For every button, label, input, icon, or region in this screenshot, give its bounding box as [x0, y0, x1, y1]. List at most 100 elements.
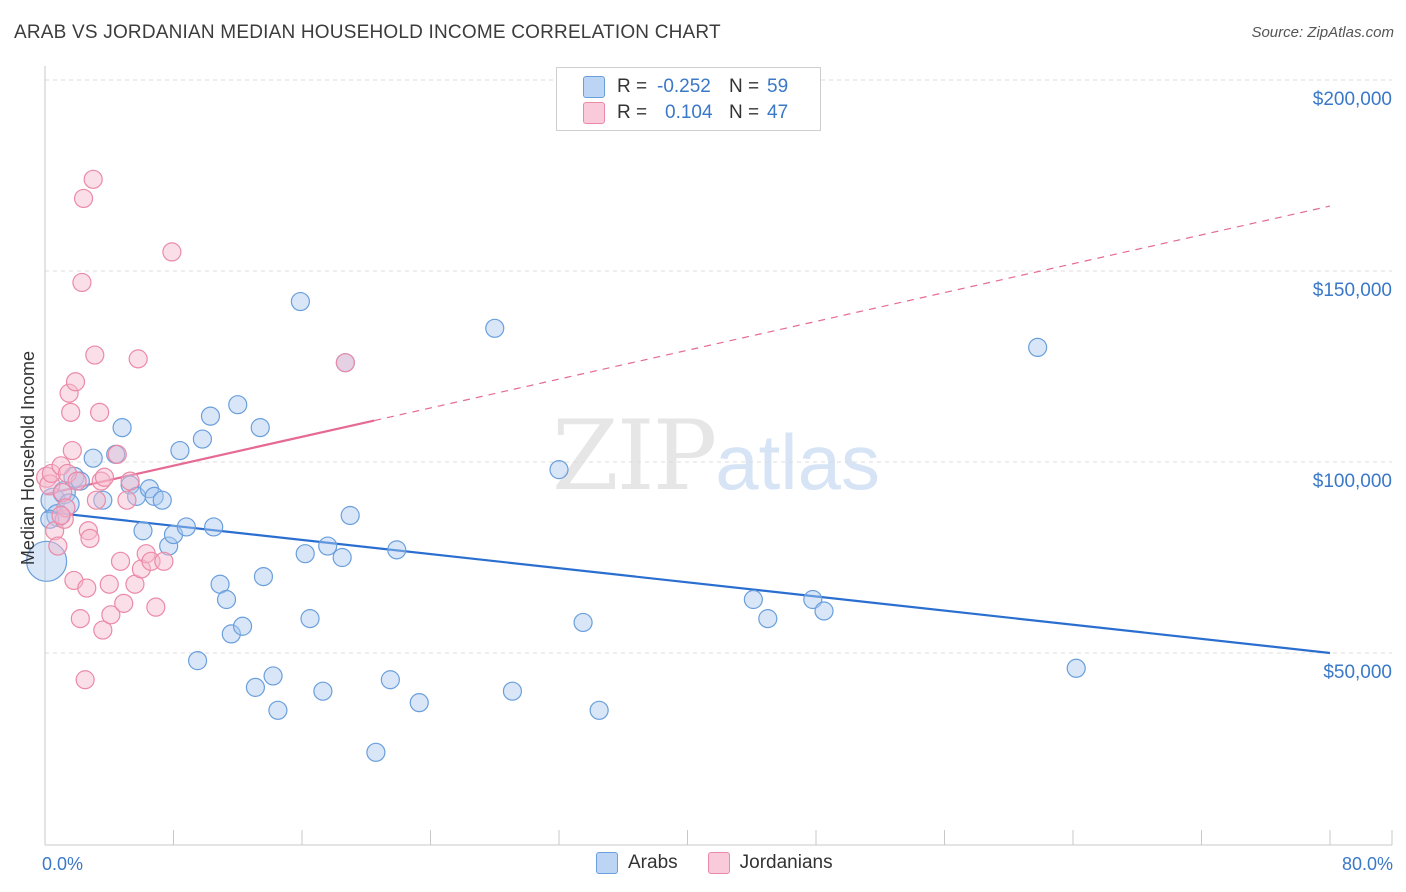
axis-labels: $50,000 $100,000 $150,000 $200,000 0.0% 80.0%…: [18, 89, 1393, 874]
jordanian-point: [86, 490, 107, 510]
arab-point: [232, 616, 253, 636]
arab-point: [221, 624, 241, 644]
jordanian-point: [80, 528, 100, 549]
jordanian-point: [131, 559, 151, 579]
arab-point: [192, 429, 213, 449]
legend-r-value: -0.252: [657, 76, 711, 97]
arab-point: [83, 448, 103, 468]
legend-r-label: R =: [617, 76, 648, 97]
arab-point: [300, 609, 320, 629]
jordanians-swatch: [583, 102, 605, 124]
arab-point: [253, 566, 274, 587]
jordanian-point: [72, 272, 92, 293]
legend-r-label: R =: [617, 102, 648, 123]
y-tick-label: $50,000: [1323, 662, 1392, 683]
jordanian-point: [53, 482, 73, 503]
jordanian-point: [77, 578, 97, 598]
arab-point: [549, 460, 569, 480]
legend-item-jordanians[interactable]: Jordanians: [707, 852, 833, 874]
arab-point: [170, 440, 190, 461]
jordanian-point: [94, 467, 115, 487]
jordanian-point: [154, 551, 174, 571]
arab-point: [204, 517, 224, 537]
jordanian-point: [57, 463, 78, 484]
arab-point: [340, 505, 360, 526]
arab-point: [387, 540, 407, 560]
arab-point: [318, 536, 338, 556]
jordanian-point: [70, 609, 90, 629]
arab-point: [380, 670, 400, 690]
jordanian-trend-line: [44, 419, 375, 496]
jordanian-point: [110, 551, 131, 571]
jordanian-point: [120, 471, 140, 491]
jordanian-point: [51, 505, 71, 526]
jordanian-point: [59, 383, 79, 403]
arab-point: [485, 318, 505, 338]
jordanian-point: [78, 521, 98, 541]
jordanian-point: [65, 372, 86, 392]
arab-point: [228, 395, 248, 415]
arab-point: [1028, 337, 1048, 357]
y-axis-title: Median Household Income: [18, 351, 38, 565]
arab-point: [187, 651, 208, 671]
legend-n-value: 47: [767, 102, 789, 123]
y-tick-label: $150,000: [1313, 280, 1392, 301]
arab-point: [295, 544, 315, 564]
jordanian-point: [101, 605, 121, 625]
jordanians-legend-swatch: [707, 852, 730, 874]
jordanian-point: [85, 345, 105, 365]
jordanian-point: [99, 574, 119, 594]
arab-point: [26, 540, 68, 582]
grid-lines: [45, 79, 1392, 654]
jordanian-point: [90, 402, 110, 422]
legend-item-arabs[interactable]: Arabs: [596, 852, 678, 874]
arab-point: [268, 700, 288, 720]
arabs-legend-swatch: [596, 852, 618, 874]
arab-point: [743, 589, 763, 610]
arab-point: [93, 490, 113, 510]
legend-row-jordanians: R = 0.104 N = 47: [583, 101, 788, 125]
x-max-label: 80.0%: [1342, 854, 1393, 874]
arab-trend-line: [44, 510, 1331, 655]
jordanian-point: [107, 444, 127, 464]
jordanian-point: [335, 353, 355, 373]
arab-point: [758, 609, 778, 629]
jordanian-point: [114, 593, 134, 613]
arab-point: [250, 418, 270, 438]
legend-n-value: 59: [767, 76, 789, 97]
y-tick-label: $100,000: [1313, 471, 1392, 492]
arabs-swatch: [583, 76, 605, 98]
y-tick-label: $200,000: [1313, 89, 1392, 110]
jordanian-point: [51, 456, 71, 476]
arab-point: [332, 547, 352, 568]
jordanian-point: [162, 242, 182, 262]
arab-point: [245, 677, 266, 697]
arab-point: [803, 589, 823, 610]
legend-r-value: 0.104: [665, 102, 713, 123]
axes: [44, 66, 1393, 846]
arab-point: [40, 509, 60, 529]
arab-point: [814, 601, 834, 621]
jordanian-point: [73, 188, 94, 209]
arab-point: [409, 693, 429, 713]
jordanian-point: [75, 670, 95, 690]
arab-point: [263, 666, 283, 686]
arab-point: [176, 517, 196, 537]
jordanian-point: [83, 169, 103, 189]
correlation-legend: R = -0.252 N = 59 R = 0.104 N = 47: [556, 67, 821, 131]
series-legend: Arabs Jordanians: [596, 852, 863, 874]
data-points: [26, 169, 1086, 762]
arab-point: [366, 742, 386, 762]
jordanian-point: [48, 536, 68, 556]
jordanian-point: [128, 349, 148, 369]
legend-n-label: N =: [729, 102, 760, 123]
arab-point: [216, 589, 237, 610]
arab-point: [112, 418, 132, 438]
jordanian-point: [146, 597, 166, 617]
jordanians-legend-label: Jordanians: [739, 852, 833, 873]
x-min-label: 0.0%: [42, 854, 83, 874]
jordanian-point: [117, 490, 137, 510]
legend-n-label: N =: [729, 76, 760, 97]
arab-point: [133, 521, 153, 541]
arab-point: [200, 406, 221, 426]
